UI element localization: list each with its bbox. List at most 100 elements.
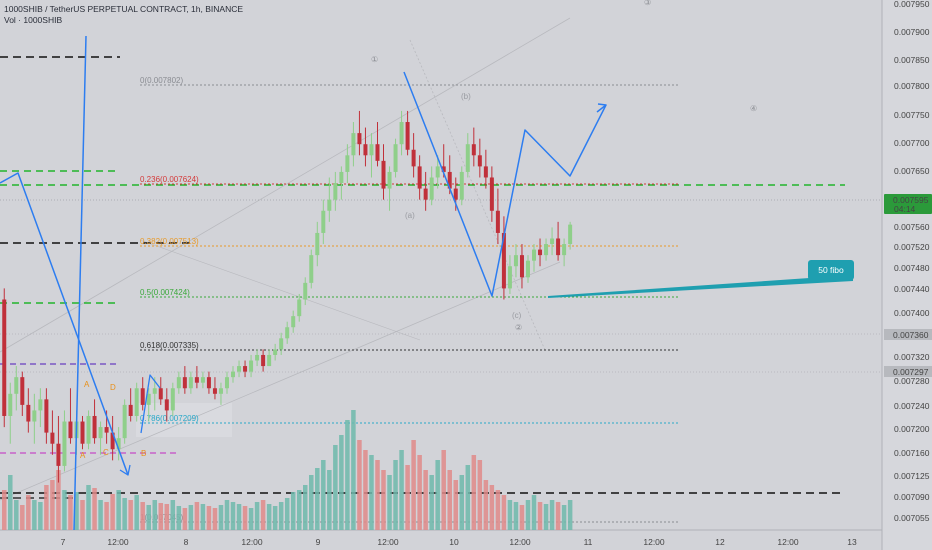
- candle-body: [363, 144, 368, 156]
- volume-bar: [423, 470, 428, 530]
- candle-body: [381, 160, 386, 189]
- channel-line-upper: [0, 17, 571, 353]
- time-tick: 12:00: [241, 537, 263, 547]
- candle-body: [357, 133, 362, 145]
- volume-bar: [567, 500, 573, 530]
- candle-body: [38, 399, 43, 411]
- blue-line-small: [140, 374, 161, 434]
- time-tick: 12:00: [377, 537, 399, 547]
- volume-bar: [56, 470, 61, 530]
- thin-guide-line: [139, 239, 421, 341]
- candle-body: [170, 388, 175, 411]
- volume-bar: [333, 445, 338, 530]
- candle-body: [351, 133, 356, 156]
- candle-body: [146, 393, 151, 405]
- chart-title: 1000SHIB / TetherUS PERPETUAL CONTRACT, …: [4, 4, 244, 14]
- candle-body: [255, 354, 260, 361]
- volume-bar: [44, 485, 49, 530]
- time-tick: 12:00: [509, 537, 531, 547]
- volume-bar: [116, 490, 121, 530]
- candle-body: [104, 427, 109, 433]
- candle-body: [291, 316, 296, 328]
- candle-body: [128, 404, 133, 416]
- volume-bar: [26, 495, 31, 530]
- volume-bar: [254, 502, 260, 530]
- volume-bar: [188, 505, 194, 530]
- volume-bar: [248, 508, 254, 530]
- volume-bar: [429, 475, 434, 530]
- marker-text-2: 0.007297: [893, 367, 929, 377]
- candle-body: [68, 421, 73, 439]
- price-tick: 0.007700: [894, 138, 930, 148]
- volume-bar: [128, 500, 133, 530]
- fibo-annotation-box[interactable]: 50 fibo: [808, 260, 854, 280]
- candle-body: [417, 166, 422, 189]
- volume-bar: [465, 465, 471, 530]
- volume-bar: [272, 506, 278, 530]
- volume-bar: [381, 470, 386, 530]
- volume-bar: [134, 495, 139, 530]
- candle-body: [80, 421, 85, 444]
- volume-bar: [194, 502, 200, 530]
- volume-bar: [236, 504, 242, 530]
- volume-bar: [98, 500, 103, 530]
- time-tick: 12:00: [107, 537, 129, 547]
- time-tick: 8: [184, 537, 189, 547]
- volume-bar: [375, 460, 380, 530]
- volume-bar: [549, 500, 555, 530]
- volume-bar: [363, 450, 368, 530]
- price-tick: 0.007055: [894, 513, 930, 523]
- candle-body: [429, 177, 434, 200]
- candle-body: [495, 210, 500, 233]
- volume-bar: [459, 475, 465, 530]
- candle-body: [26, 404, 31, 422]
- volume-bar: [489, 485, 495, 530]
- highlight-box: [136, 403, 232, 437]
- fibo-pointer-line: [548, 275, 853, 298]
- volume-bar: [321, 460, 326, 530]
- price-tick: 0.007320: [894, 352, 930, 362]
- candle-body: [538, 249, 543, 256]
- candle-body: [62, 421, 67, 466]
- wave-label-2: ②: [515, 323, 522, 332]
- volume-bar: [405, 465, 410, 530]
- volume-bar: [435, 460, 440, 530]
- candle-body: [568, 224, 573, 245]
- candle-body: [231, 371, 236, 378]
- wave-label-a: (a): [405, 211, 415, 220]
- channel-line-lower: [0, 261, 561, 501]
- candle-body: [44, 399, 49, 433]
- volume-bar: [290, 492, 296, 530]
- candle-body: [267, 354, 272, 367]
- volume-bar: [501, 495, 507, 530]
- candle-body: [435, 166, 440, 178]
- candle-body: [303, 282, 308, 300]
- blue-line-vertical: [73, 35, 87, 531]
- price-tick: 0.007400: [894, 308, 930, 318]
- candle-body: [345, 155, 350, 172]
- volume-bar: [62, 490, 67, 530]
- candle-body: [489, 177, 494, 211]
- countdown-text: 04:14: [894, 204, 916, 214]
- volume-bar: [38, 502, 43, 530]
- candle-body: [471, 144, 476, 156]
- candle-body: [507, 266, 512, 289]
- volume-bar: [14, 500, 19, 530]
- candle-body: [86, 415, 91, 444]
- volume-bar: [176, 506, 182, 530]
- candle-body: [164, 399, 169, 411]
- time-tick: 12:00: [643, 537, 665, 547]
- wave-label-b: (b): [461, 92, 471, 101]
- pattern-label-3: A: [80, 451, 86, 460]
- candle-body: [224, 377, 229, 389]
- volume-bar: [68, 495, 73, 530]
- volume-bar: [339, 435, 344, 530]
- candle-body: [218, 388, 223, 394]
- volume-bar: [170, 500, 176, 530]
- price-tick: 0.007280: [894, 376, 930, 386]
- candle-body: [465, 144, 470, 172]
- volume-bar: [441, 450, 446, 530]
- candle-body: [122, 404, 127, 439]
